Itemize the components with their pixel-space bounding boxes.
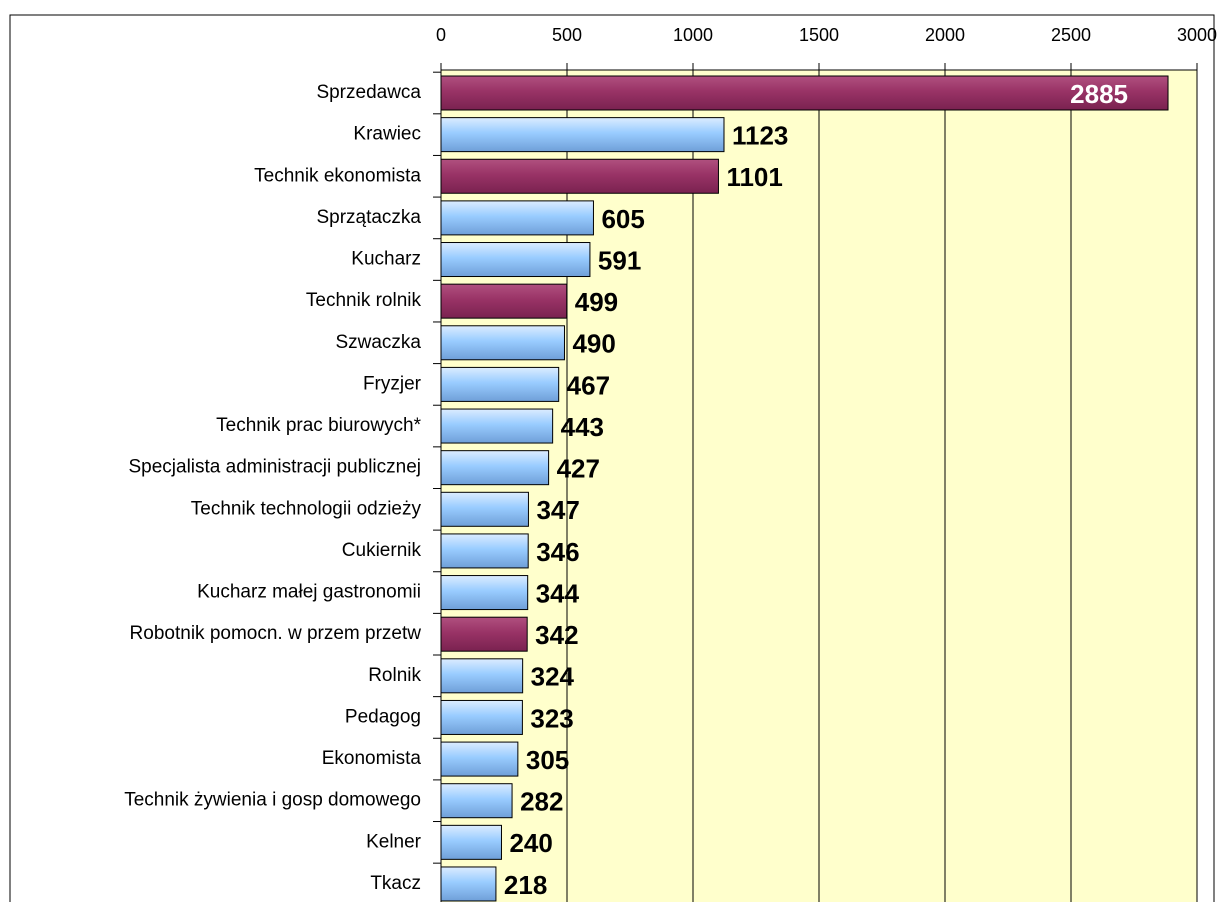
y-tick-label: Sprzątaczka [316,207,421,228]
y-tick-label: Robotnik pomocn. w przem przetw [130,623,422,644]
bar [440,533,529,569]
data-label: 1101 [726,162,782,192]
data-label: 282 [520,787,563,817]
data-label: 427 [557,454,600,484]
y-tick-label: Pedagog [345,706,421,727]
bar [440,325,565,361]
data-label: 1123 [732,121,788,151]
y-tick-label: Technik rolnik [306,290,422,311]
bar [440,575,529,611]
y-tick-label: Kucharz małej gastronomii [197,582,421,603]
data-label: 499 [575,287,618,317]
bar [440,741,519,777]
bar [440,699,523,735]
bar [440,242,591,278]
bar [440,824,502,860]
x-tick-label: 2000 [925,25,965,45]
data-label: 346 [536,537,579,567]
data-label: 305 [526,745,569,775]
data-label: 467 [567,370,610,400]
data-label: 342 [535,620,578,650]
y-tick-label: Kucharz [351,249,421,270]
y-tick-label: Sprzedawca [316,82,421,103]
y-tick-label: Kelner [366,831,422,852]
bar [440,366,560,402]
data-label: 240 [509,828,552,858]
bar [440,866,497,902]
y-tick-label: Cukiernik [342,540,422,561]
bar [440,158,719,194]
bar [440,783,513,819]
data-label: 347 [536,495,579,525]
y-tick-label: Technik prac biurowych* [216,415,421,436]
x-tick-label: 2500 [1051,25,1091,45]
bar [440,283,568,319]
y-tick-label: Technik żywienia i gosp domowego [124,790,421,811]
bar [440,450,550,486]
x-tick-label: 3000 [1177,25,1217,45]
x-tick-label: 1000 [673,25,713,45]
y-tick-label: Szwaczka [335,332,421,353]
data-label: 324 [531,662,575,692]
bar [440,75,1169,111]
x-tick-label: 500 [552,25,582,45]
bar [440,408,554,444]
data-label: 344 [536,578,580,608]
x-tick-label: 0 [436,25,446,45]
data-label: 591 [598,245,641,275]
bar [440,491,529,527]
y-tick-label: Fryzjer [363,373,422,394]
y-tick-label: Specjalista administracji publicznej [128,457,421,478]
y-tick-label: Rolnik [368,665,421,686]
data-label: 218 [504,870,547,900]
y-tick-label: Tkacz [370,873,421,894]
bar [440,117,725,153]
x-tick-label: 1500 [799,25,839,45]
data-label: 443 [561,412,604,442]
y-tick-label: Technik technologii odzieży [191,498,422,519]
y-tick-label: Ekonomista [322,748,422,769]
bar [440,616,528,652]
bar [440,658,524,694]
data-label: 323 [530,703,573,733]
y-tick-label: Krawiec [353,124,421,145]
y-tick-label: Technik ekonomista [254,165,421,186]
data-label: 605 [601,204,644,234]
data-label: 490 [572,329,615,359]
data-label: 2885 [1070,79,1128,109]
bar [440,200,594,236]
